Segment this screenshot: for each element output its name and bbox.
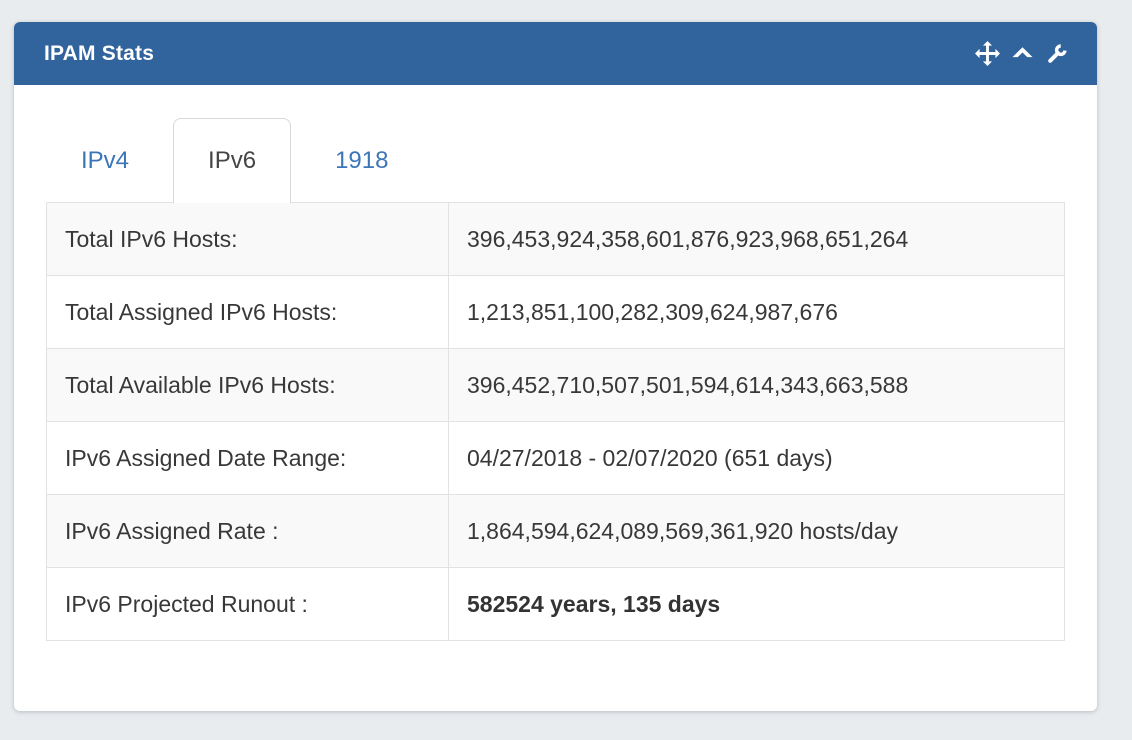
stat-label: Total Assigned IPv6 Hosts: bbox=[46, 275, 449, 349]
table-row: Total Assigned IPv6 Hosts: 1,213,851,100… bbox=[46, 275, 1065, 349]
stat-label: IPv6 Assigned Date Range: bbox=[46, 421, 449, 495]
tab-label: IPv4 bbox=[81, 147, 130, 174]
widget-header: IPAM Stats bbox=[14, 22, 1097, 85]
tab-label: 1918 bbox=[335, 147, 389, 174]
tab-1918[interactable]: 1918 bbox=[300, 118, 423, 202]
table-row: IPv6 Assigned Rate : 1,864,594,624,089,5… bbox=[46, 494, 1065, 568]
table-row: Total Available IPv6 Hosts: 396,452,710,… bbox=[46, 348, 1065, 422]
stat-label: IPv6 Projected Runout : bbox=[46, 567, 449, 641]
settings-wrench-icon[interactable] bbox=[1044, 41, 1070, 67]
move-icon[interactable] bbox=[974, 41, 1000, 67]
table-row: IPv6 Projected Runout : 582524 years, 13… bbox=[46, 567, 1065, 641]
ipam-stats-table: Total IPv6 Hosts: 396,453,924,358,601,87… bbox=[46, 202, 1065, 641]
stat-label: Total Available IPv6 Hosts: bbox=[46, 348, 449, 422]
stat-label: IPv6 Assigned Rate : bbox=[46, 494, 449, 568]
stat-value: 1,213,851,100,282,309,624,987,676 bbox=[448, 275, 1065, 349]
widget-body: IPv4 IPv6 1918 Total IPv6 Hosts: 396,453… bbox=[14, 85, 1097, 711]
collapse-chevron-up-icon[interactable] bbox=[1009, 41, 1035, 67]
table-row: Total IPv6 Hosts: 396,453,924,358,601,87… bbox=[46, 202, 1065, 276]
stat-label: Total IPv6 Hosts: bbox=[46, 202, 449, 276]
stat-value: 04/27/2018 - 02/07/2020 (651 days) bbox=[448, 421, 1065, 495]
widget-header-controls bbox=[974, 41, 1070, 67]
tab-ipv6[interactable]: IPv6 bbox=[173, 118, 292, 203]
tab-label: IPv6 bbox=[208, 147, 257, 174]
stat-value: 396,452,710,507,501,594,614,343,663,588 bbox=[448, 348, 1065, 422]
ipam-tabs: IPv4 IPv6 1918 bbox=[46, 118, 1065, 203]
tab-ipv4[interactable]: IPv4 bbox=[46, 118, 164, 202]
stat-value: 1,864,594,624,089,569,361,920 hosts/day bbox=[448, 494, 1065, 568]
ipam-stats-widget: IPAM Stats bbox=[14, 22, 1097, 711]
stats-table-body: Total IPv6 Hosts: 396,453,924,358,601,87… bbox=[46, 202, 1065, 641]
stat-value: 582524 years, 135 days bbox=[448, 567, 1065, 641]
table-row: IPv6 Assigned Date Range: 04/27/2018 - 0… bbox=[46, 421, 1065, 495]
widget-title: IPAM Stats bbox=[44, 41, 155, 65]
stat-value: 396,453,924,358,601,876,923,968,651,264 bbox=[448, 202, 1065, 276]
